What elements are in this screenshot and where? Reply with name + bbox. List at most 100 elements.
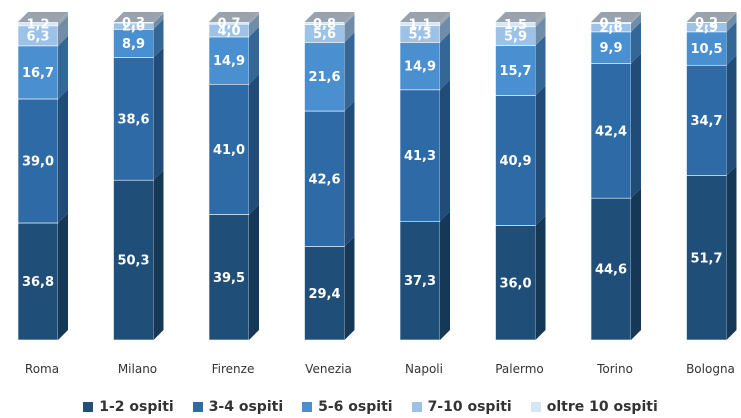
legend-label: 7-10 ospiti [427,399,512,415]
data-label: 5,9 [504,30,527,45]
data-label: 14,9 [213,54,245,69]
bar-segment-side [249,26,259,85]
bar-segment-side [440,32,450,90]
bar-segment-side [726,55,737,176]
data-label: 2,9 [695,21,718,36]
data-label: 42,4 [595,124,627,139]
bar-segment-side [440,211,450,340]
bar-segment [686,64,727,176]
legend-item: 7-10 ospiti [411,399,512,415]
bar-segment [686,175,727,341]
bar-segment-side [58,12,68,26]
data-label: 51,7 [690,251,722,266]
legend-label: oltre 10 ospiti [546,399,658,415]
bar-top [209,12,259,22]
data-label: 0,8 [313,17,336,32]
bar-segment [113,57,154,181]
bar-segment [304,246,345,341]
bar-top [400,12,450,22]
legend-swatch [530,402,541,412]
data-label: 0,2 [695,16,718,31]
bar-segment-side [344,32,355,112]
bar-segment-side [440,12,450,26]
bar-segment-side [631,12,641,24]
data-label: 29,4 [308,287,340,302]
legend-label: 5-6 ospiti [318,399,393,415]
data-label: 8,9 [122,37,145,52]
bar-top [591,12,641,22]
data-label: 36,0 [499,276,531,291]
legend-item: 1-2 ospiti [83,399,174,415]
bar-segment-side [535,215,546,340]
bar-segment-side [631,188,641,340]
bar-segment-side [153,12,164,30]
bar-segment-side [535,16,546,46]
bar-segment-side [440,79,450,222]
legend-item: 3-4 ospiti [192,399,284,415]
data-label: 44,6 [595,263,627,278]
data-label: 36,8 [22,275,54,290]
legend-swatch [411,402,422,412]
bar-segment [399,89,441,222]
data-label: 5,3 [408,27,431,42]
data-label: 41,3 [404,149,436,164]
category-label: Bologna [686,362,735,376]
data-label: 1,5 [504,18,527,33]
data-label: 0,5 [599,16,622,31]
chart-legend: 1-2 ospiti 3-4 ospiti 5-6 ospiti 7-10 ospit… [0,396,741,418]
bar-segment-side [535,12,546,27]
bar-segment-side [726,165,737,340]
legend-swatch [192,402,203,412]
data-label: 1,1 [408,17,431,32]
bar-segment [495,45,536,96]
data-label: 15,7 [499,64,531,79]
bar-segment [590,197,632,341]
bar-segment-side [344,101,355,247]
bar-segment [304,42,345,112]
bar-segment [399,220,441,341]
bar-segment-side [344,236,355,340]
data-label: 41,0 [213,143,245,158]
category-label: Firenze [212,362,255,376]
bar-segment [304,110,345,247]
bar-segment [113,179,154,341]
bar-segment-side [249,204,259,340]
bar-segment-side [440,15,450,43]
legend-item: oltre 10 ospiti [530,399,658,415]
legend-item: 5-6 ospiti [302,399,393,415]
bar-segment-side [153,19,164,58]
bar-segment-side [726,12,737,32]
data-label: 2,6 [599,21,622,36]
bar-segment-side [58,212,68,340]
bar-segment-side [535,85,546,226]
data-label: 4,0 [217,24,240,39]
data-label: 21,6 [308,70,340,85]
bar-segment [113,29,154,58]
data-label: 38,6 [117,112,149,127]
category-label: Napoli [405,362,443,376]
bars-group: 36,8 39,0 16,7 6,31,2 50,3 38,6 8,9 2,00,3 39,5 4… [17,12,737,341]
bar-top [18,12,68,22]
bar-top [686,12,737,22]
bar-segment-side [58,88,68,223]
bar-segment-side [344,12,355,25]
bar-segment-side [58,35,68,99]
bar-segment-side [726,12,737,23]
bar-segment-side [631,21,641,64]
bar-segment [686,31,727,66]
bar-segment-side [631,53,641,199]
bar-segment [208,83,250,215]
data-label: 42,6 [308,172,340,187]
legend-swatch [83,402,94,412]
legend-label: 1-2 ospiti [99,399,174,415]
bar-segment [590,31,632,64]
data-label: 0,3 [122,16,145,31]
category-label: Milano [118,362,157,376]
legend-label: 3-4 ospiti [208,399,284,415]
bar-segment-side [344,14,355,43]
data-label: 1,2 [26,17,49,32]
bar-segment-side [631,13,641,32]
bar-segment-side [249,12,259,25]
bar-segment-side [726,21,737,66]
